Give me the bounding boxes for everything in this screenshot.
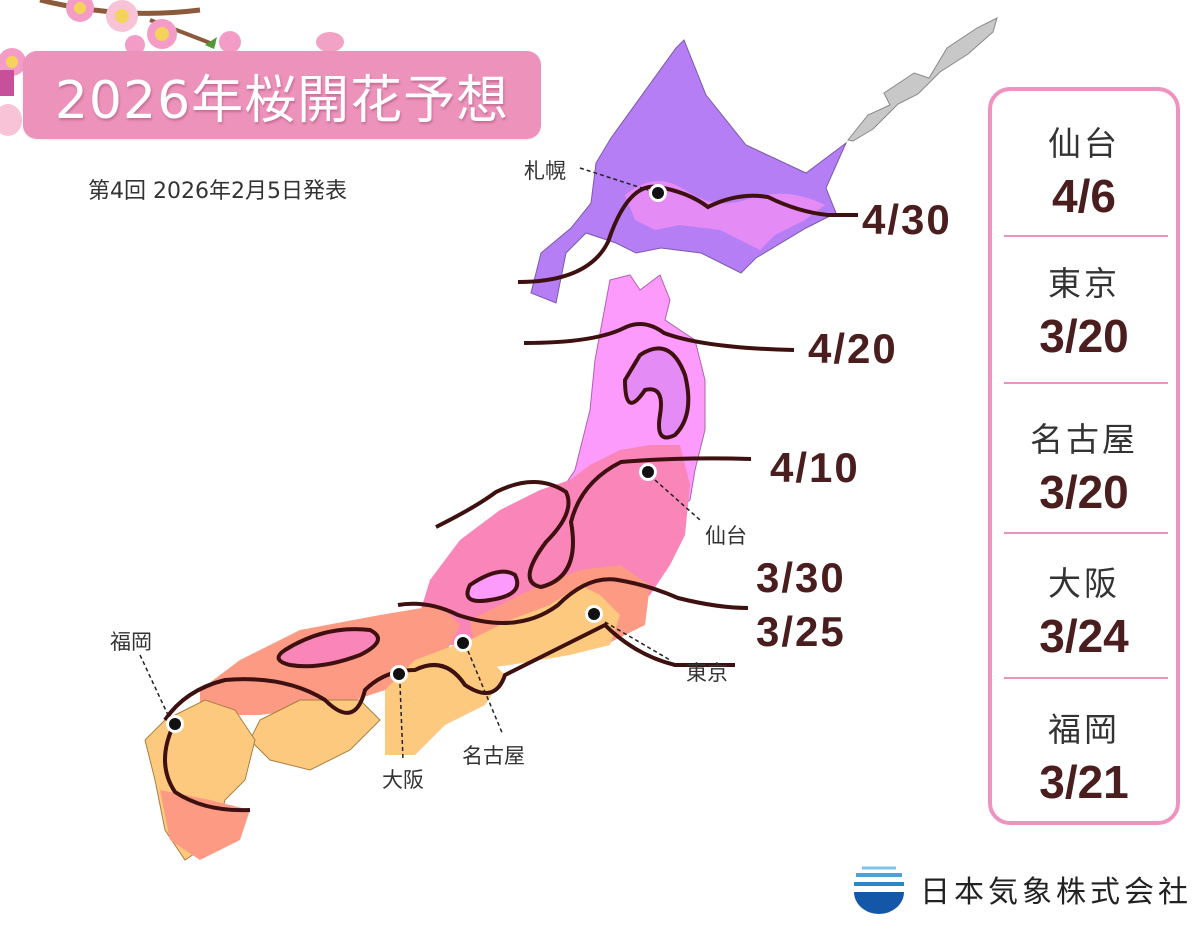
city-name: 福岡 xyxy=(1048,710,1120,749)
city-date: 3/21 xyxy=(1039,756,1129,808)
kuril-islands xyxy=(847,17,998,142)
isoline-label-4-10: 4/10 xyxy=(770,444,860,491)
divider xyxy=(1004,532,1168,534)
divider xyxy=(1004,382,1168,384)
map-label-nagoya: 名古屋 xyxy=(462,744,525,768)
city-name: 大阪 xyxy=(1048,564,1120,603)
map-label-osaka: 大阪 xyxy=(382,768,424,792)
cherry-blossom-decoration xyxy=(0,0,344,136)
isoline-4-20 xyxy=(523,322,795,352)
city-name: 名古屋 xyxy=(1030,420,1138,459)
city-forecast-panel: 仙台 4/6 東京 3/20 名古屋 3/20 大阪 3/24 福岡 3/21 xyxy=(988,87,1180,825)
tohoku-inner-zone xyxy=(622,346,691,440)
city-name: 東京 xyxy=(1048,264,1120,303)
city-row-fukuoka: 福岡 3/21 xyxy=(992,703,1176,809)
company-name: 日本気象株式会社 xyxy=(920,875,1192,910)
city-markers xyxy=(166,184,667,733)
isoline-4-10 xyxy=(435,456,752,590)
isoline-label-4-20: 4/20 xyxy=(808,325,898,372)
map-label-sendai: 仙台 xyxy=(705,524,747,548)
title-banner: 2026年桜開花予想 xyxy=(23,51,541,139)
announcement-subtitle: 第4回 2026年2月5日発表 xyxy=(88,179,347,204)
chugoku-mountain-zone xyxy=(276,627,380,669)
city-row-osaka: 大阪 3/24 xyxy=(992,557,1176,663)
city-name: 仙台 xyxy=(1048,124,1120,163)
isoline-3-30 xyxy=(397,577,749,625)
divider xyxy=(1004,677,1168,679)
city-leader-lines xyxy=(139,167,701,761)
shikoku xyxy=(249,699,381,771)
pacific-coast-zone xyxy=(470,585,620,670)
isolines xyxy=(163,184,858,813)
isoline-label-3-30: 3/30 xyxy=(756,554,846,601)
isoline-label-3-25: 3/25 xyxy=(756,608,846,655)
globe-logo-icon xyxy=(854,866,904,914)
isoline-3-25 xyxy=(163,622,735,722)
city-date: 4/6 xyxy=(1052,170,1116,222)
isoline-label-4-30: 4/30 xyxy=(862,196,952,243)
city-row-nagoya: 名古屋 3/20 xyxy=(992,413,1176,519)
map-label-tokyo: 東京 xyxy=(686,661,728,685)
kyushu-south xyxy=(160,790,250,860)
isoline-4-30 xyxy=(517,184,858,284)
map-label-sapporo: 札幌 xyxy=(524,159,566,183)
kinki xyxy=(385,645,505,755)
city-date: 3/24 xyxy=(1039,610,1129,662)
city-date: 3/20 xyxy=(1039,310,1129,362)
company-logo: 日本気象株式会社 xyxy=(852,862,1192,916)
divider xyxy=(1004,235,1168,237)
hokkaido xyxy=(530,39,848,304)
city-row-tokyo: 東京 3/20 xyxy=(992,257,1176,363)
city-row-sendai: 仙台 4/6 xyxy=(992,117,1176,223)
city-date: 3/20 xyxy=(1039,466,1129,518)
map-label-fukuoka: 福岡 xyxy=(110,630,152,654)
page-title: 2026年桜開花予想 xyxy=(54,70,510,131)
pink-isle xyxy=(465,569,520,603)
isoline-kyushu xyxy=(163,721,251,813)
